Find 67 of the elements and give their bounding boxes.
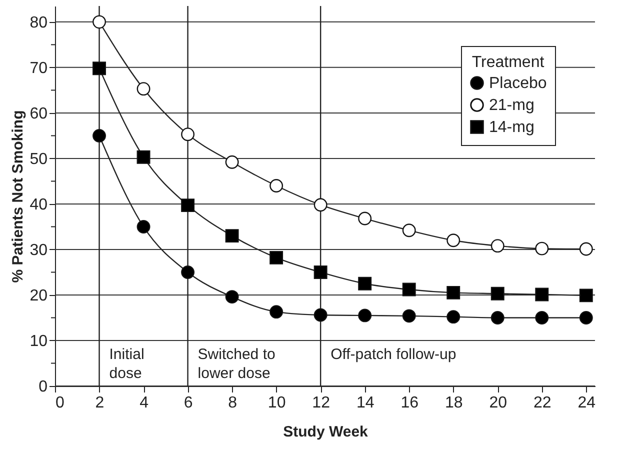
y-tick-label: 60	[30, 105, 48, 122]
y-axis-title: % Patients Not Smoking	[10, 110, 27, 283]
y-tick-label: 80	[30, 14, 48, 32]
x-tick-label: 20	[489, 394, 508, 412]
point	[446, 286, 460, 300]
point	[314, 266, 328, 279]
point	[535, 242, 549, 256]
point	[270, 179, 284, 192]
point	[358, 212, 372, 226]
point	[181, 198, 195, 212]
point	[535, 288, 549, 302]
x-tick-label: 22	[533, 394, 552, 412]
point	[579, 311, 593, 324]
ref-line-label: Switched to lower dose	[198, 346, 276, 382]
point	[225, 290, 239, 304]
y-tick-label: 70	[30, 60, 48, 77]
point	[225, 229, 239, 243]
point	[270, 305, 284, 319]
x-axis-title: Study Week	[283, 424, 369, 440]
x-tick-label: 12	[312, 394, 330, 412]
point	[490, 311, 504, 324]
x-tick-label: 8	[228, 394, 238, 412]
point	[181, 266, 195, 279]
x-tick-label: 2	[95, 394, 104, 412]
point	[92, 128, 106, 142]
point	[358, 276, 372, 290]
point	[535, 311, 549, 324]
point	[490, 286, 504, 300]
y-tick-label: 40	[30, 196, 48, 214]
x-tick-label: 18	[444, 394, 463, 412]
point	[92, 62, 106, 76]
legend-label: Placebo	[489, 75, 547, 92]
y-tick-label: 50	[30, 150, 48, 168]
y-tick-label: 10	[30, 332, 48, 350]
x-tick-label: 6	[184, 394, 193, 412]
point	[402, 309, 416, 323]
ref-line-label: Off-patch follow-up	[330, 346, 456, 363]
point	[490, 239, 504, 253]
point	[358, 308, 372, 322]
point	[579, 242, 593, 256]
legend-title: Treatment	[472, 54, 545, 71]
y-tick-label: 20	[30, 287, 48, 304]
x-tick-label: 16	[400, 394, 419, 412]
point	[579, 288, 593, 302]
point	[402, 282, 416, 296]
point	[136, 82, 150, 96]
y-tick-label: 30	[30, 242, 48, 259]
x-tick-label: 10	[268, 394, 286, 412]
point	[225, 155, 239, 169]
ref-line-label: Initial dose	[109, 346, 144, 382]
legend-label: 14-mg	[489, 119, 534, 136]
point	[446, 234, 460, 248]
point	[314, 308, 328, 322]
point	[136, 150, 150, 164]
y-tick-label: 0	[38, 378, 48, 396]
point	[181, 128, 195, 142]
x-tick-label: 24	[578, 394, 596, 412]
point	[314, 198, 328, 212]
point	[402, 224, 416, 238]
point	[446, 310, 460, 324]
point	[92, 15, 106, 29]
x-tick-label: 0	[56, 394, 64, 412]
point	[136, 220, 150, 234]
x-tick-label: 14	[356, 394, 374, 412]
x-tick-label: 4	[140, 394, 149, 412]
legend-label: 21-mg	[489, 97, 534, 114]
point	[270, 250, 284, 264]
